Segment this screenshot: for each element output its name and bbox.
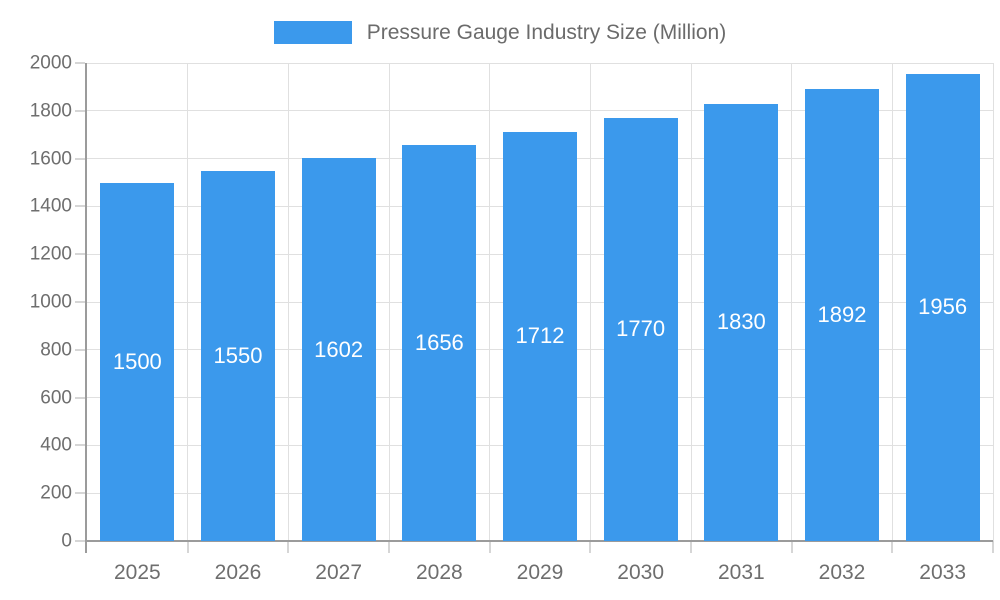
y-tick-label: 1400 [29,195,72,217]
x-tick-label: 2025 [113,561,161,584]
x-axis-tick [891,541,894,553]
x-tick-label: 2028 [415,561,463,584]
y-axis-line [85,63,87,553]
y-axis-tick [75,396,85,399]
y-axis-tick [75,62,85,64]
bar[interactable]: 1656 [402,145,477,541]
x-tick-label: 2030 [617,561,665,584]
y-axis-tick [75,253,85,256]
y-tick-label: 1600 [29,148,72,170]
bar[interactable]: 1712 [503,131,577,541]
x-tick-label: 2032 [818,561,866,584]
y-tick-label: 0 [61,530,72,552]
bar-value-label: 1830 [716,309,766,335]
bar-value-label: 1712 [515,323,565,349]
y-axis-tick [75,109,85,112]
gridline-vertical [187,63,189,541]
y-tick-label: 800 [40,339,72,361]
bar[interactable]: 1830 [704,103,779,541]
x-tick-label: 2026 [214,561,262,584]
y-tick-label: 2000 [29,52,72,74]
bar[interactable]: 1892 [805,88,879,541]
x-axis-tick [388,541,390,553]
legend-swatch [273,20,352,44]
x-tick-label: 2031 [717,561,765,584]
bar-value-label: 1500 [112,348,162,374]
legend-item[interactable]: Pressure Gauge Industry Size (Million) [0,17,1000,47]
gridline-vertical [489,63,491,541]
y-axis-tick [75,157,85,160]
gridline-vertical [388,63,390,541]
y-axis-tick [75,540,85,542]
gridline-horizontal [87,62,993,64]
y-axis-tick [75,492,85,495]
y-tick-label: 600 [40,387,72,409]
bar-value-label: 1892 [817,301,867,327]
gridline-vertical [589,63,591,541]
bar-value-label: 1656 [414,330,464,356]
x-tick-label: 2027 [315,561,363,584]
gridline-vertical [791,63,793,541]
y-tick-label: 200 [40,482,72,504]
x-axis-tick [790,541,793,553]
gridline-vertical [690,63,692,541]
x-axis-tick [589,541,592,553]
y-axis-tick [75,348,85,351]
y-tick-label: 1200 [29,243,72,265]
x-axis-tick [992,541,994,553]
x-axis-tick [186,541,189,553]
x-axis-tick [488,541,491,553]
bar-value-label: 1602 [314,336,364,362]
x-tick-label: 2033 [919,561,967,584]
gridline-vertical [992,63,994,541]
gridline-horizontal [87,110,993,112]
bar-value-label: 1956 [918,294,968,320]
gridline-vertical [891,63,893,541]
bar-value-label: 1550 [213,342,263,368]
bar[interactable]: 1550 [201,170,275,541]
plot-area: 0 200 400 600 800 1000 1200 1400 1600 1800 2000 150… [30,54,994,583]
y-tick-label: 1000 [29,291,72,313]
bar[interactable]: 1956 [905,73,980,541]
x-axis-tick [287,541,290,553]
y-tick-label: 1800 [29,100,72,122]
bar[interactable]: 1500 [100,182,175,541]
x-axis-tick [690,541,692,553]
x-tick-label: 2029 [516,561,564,584]
bar-value-label: 1770 [616,316,666,342]
gridline-vertical [287,63,289,541]
legend-label: Pressure Gauge Industry Size (Million) [366,20,727,44]
y-axis-tick [75,205,85,208]
x-axis-line [85,540,993,542]
bar[interactable]: 1770 [603,117,678,541]
y-tick-label: 400 [40,434,72,456]
y-axis-tick [75,444,85,447]
bar[interactable]: 1602 [301,158,376,541]
y-axis-tick [75,301,85,303]
